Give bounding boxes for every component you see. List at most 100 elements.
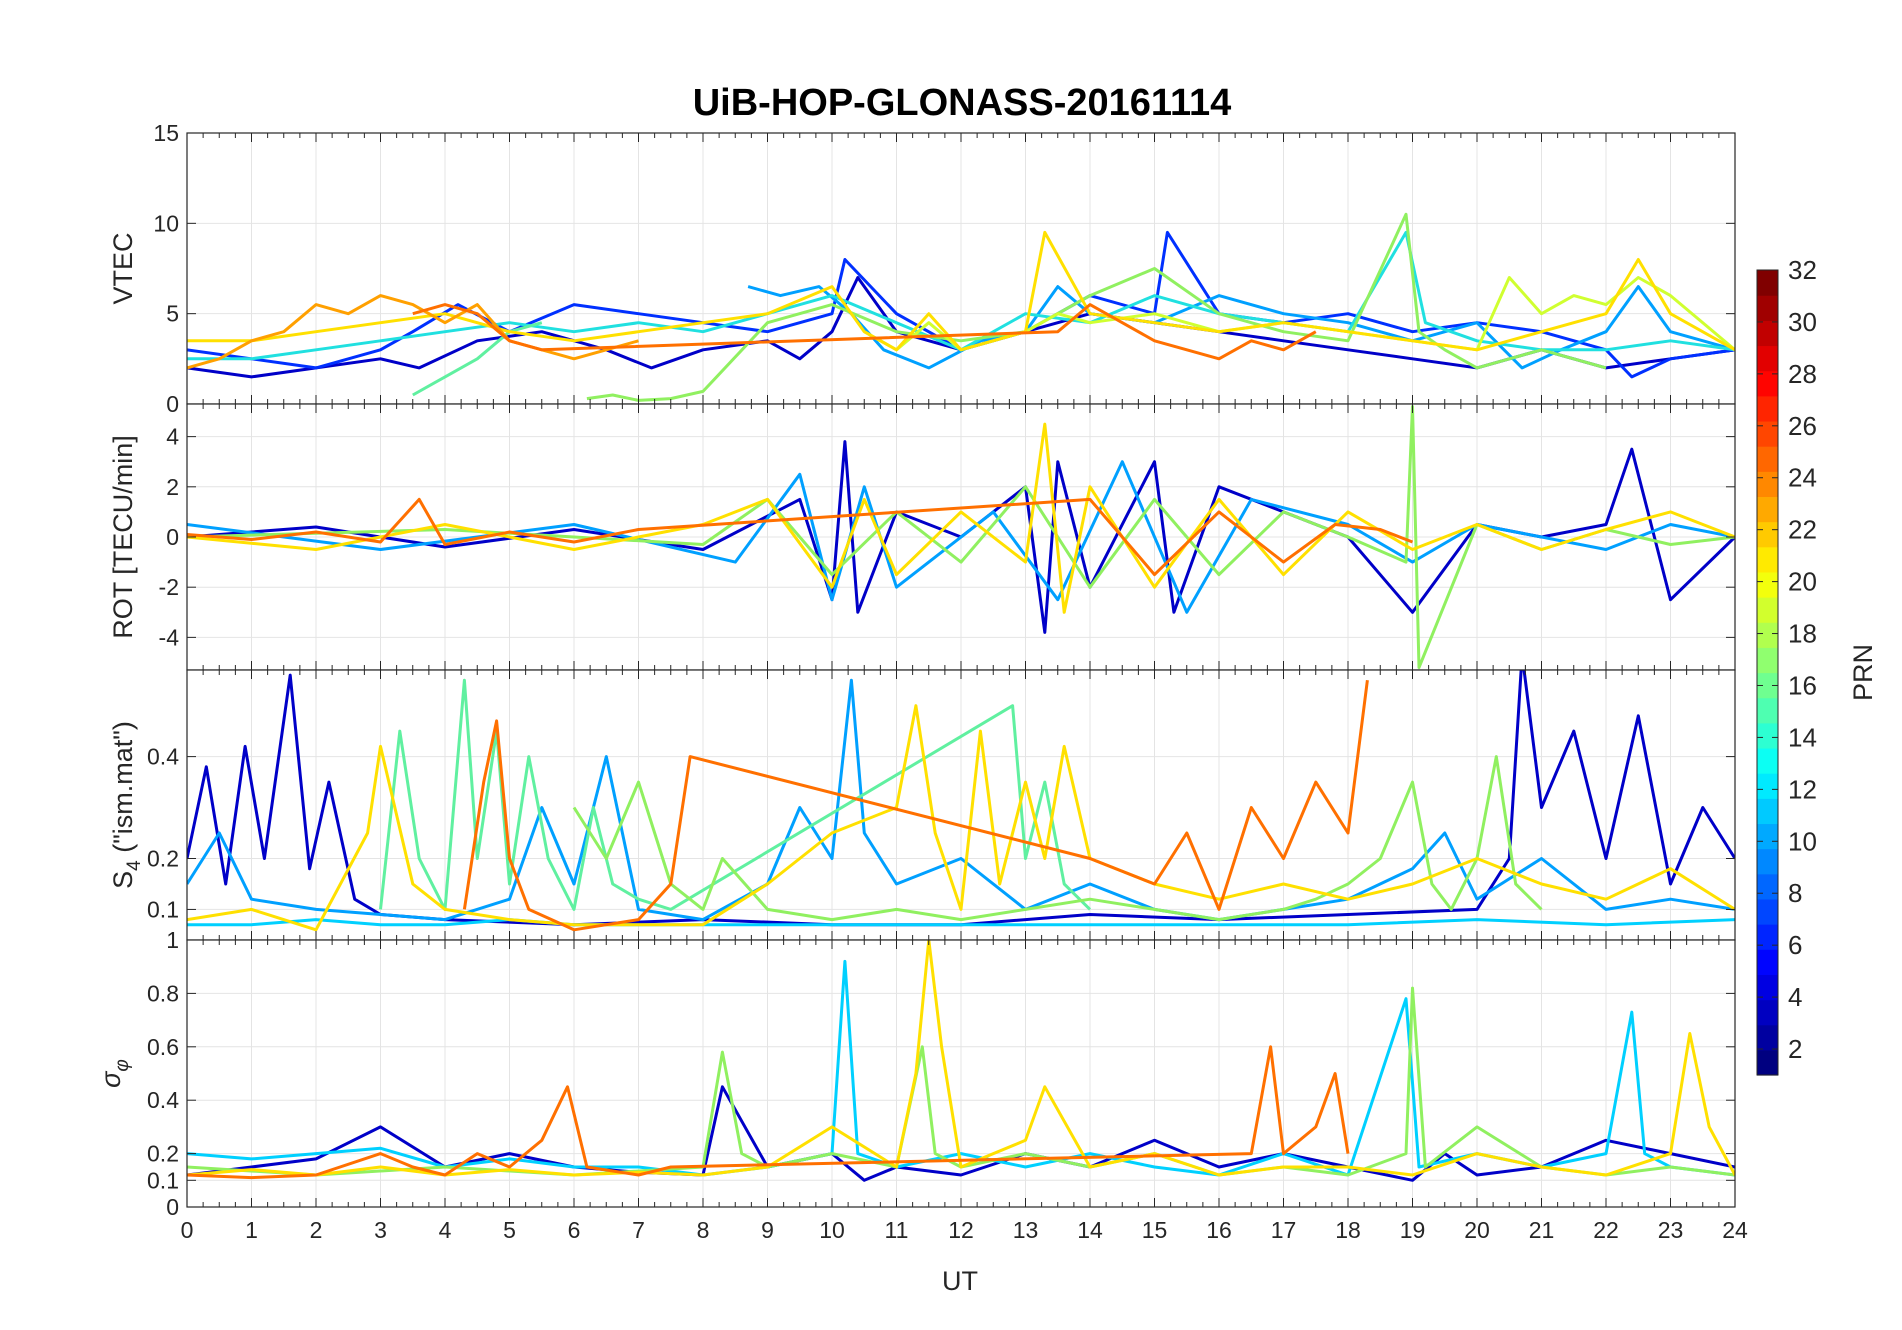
colorbar-tick-label: 30 [1788,307,1817,337]
colorbar-segment [1757,697,1778,724]
x-tick-label: 23 [1658,1217,1684,1243]
colorbar-segment [1757,320,1778,347]
series-line-prn-10 [747,285,1735,370]
x-tick-label: 14 [1077,1217,1103,1243]
x-tick-label: 9 [761,1217,774,1243]
colorbar-segment [1757,873,1778,900]
colorbar-segment [1757,1024,1778,1051]
series-line-prn-21 [187,704,1735,932]
colorbar-segment [1757,571,1778,598]
x-tick-label: 24 [1722,1217,1748,1243]
y-tick-label: 0.2 [147,845,179,871]
series-line-prn-10 [187,678,1735,922]
x-tick-label: 15 [1142,1217,1168,1243]
x-tick-label: 19 [1400,1217,1426,1243]
x-tick-label: 12 [948,1217,974,1243]
y-tick-label: 2 [166,474,179,500]
colorbar-tick-label: 10 [1788,826,1817,856]
colorbar-tick-label: 8 [1788,878,1802,908]
series-line-prn-12 [187,918,1735,927]
colorbar-segment [1757,823,1778,850]
y-tick-label: 0.1 [147,896,179,922]
series-line-prn-13 [187,230,1735,361]
series-line-prn-21 [187,422,1735,614]
x-tick-label: 7 [632,1217,645,1243]
colorbar-segment [1757,345,1778,372]
colorbar-segment [1757,672,1778,699]
colorbar-tick-label: 28 [1788,359,1817,389]
colorbar-segment [1757,898,1778,925]
colorbar-segment [1757,949,1778,975]
colorbar-segment [1757,295,1778,321]
y-tick-label: 0 [166,524,179,550]
series-line-prn-17 [187,986,1735,1177]
colorbar-segment [1757,496,1778,523]
series-line-prn-21 [187,230,1735,352]
colorbar-segment [1757,999,1778,1026]
colorbar-segment [1757,370,1778,397]
x-tick-label: 8 [697,1217,710,1243]
y-tick-label: 0.4 [147,744,179,770]
x-tick-label: 5 [503,1217,516,1243]
colorbar-tick-label: 20 [1788,567,1817,597]
series-line-prn-24 [187,497,1414,577]
colorbar-tick-label: 4 [1788,982,1802,1012]
series-line-prn-17 [572,755,1543,922]
colorbar-tick-label: 32 [1788,255,1817,285]
y-tick-label: -2 [159,574,179,600]
x-tick-label: 3 [374,1217,387,1243]
colorbar-segment [1757,924,1778,950]
series-line-prn-24 [187,1045,1350,1180]
y-tick-label: 0.2 [147,1141,179,1167]
x-tick-label: 22 [1593,1217,1619,1243]
series-line-prn-2 [187,1085,1735,1182]
colorbar-tick-label: 6 [1788,930,1802,960]
colorbar-segment [1757,521,1778,548]
y-tick-label: 0.4 [147,1087,179,1113]
series-line-prn-15 [412,321,543,397]
series-line-prn-21 [187,940,1735,1177]
chart-title: UiB-HOP-GLONASS-20161114 [693,82,1232,124]
series-line-prn-2 [187,276,1735,379]
x-tick-label: 10 [819,1217,845,1243]
panel-1: 0 5 10 15 VTEC [108,120,1736,417]
colorbar-segment [1757,848,1778,875]
y-axis-label: ROT [TECU/min] [108,435,138,639]
y-tick-label: 15 [153,120,179,146]
x-tick-label: 1 [245,1217,258,1243]
colorbar-tick-label: 16 [1788,670,1817,700]
colorbar-segment [1757,798,1778,825]
colorbar-tick-label: 14 [1788,722,1817,752]
y-axis-label: VTEC [108,232,138,304]
colorbar-segment [1757,395,1778,422]
series-line-prn-15 [379,678,1092,911]
y-tick-label: 0.8 [147,980,179,1006]
x-tick-label: 11 [885,1217,909,1243]
colorbar-segment [1757,974,1778,1001]
series-line-prn-24 [462,680,1369,932]
colorbar-segment [1757,446,1778,472]
colorbar-tick-label: 18 [1788,619,1817,649]
y-tick-label: 0.1 [147,1167,179,1193]
panel-3: 0.1 0.2 0.4S4 ("ism.mat") [108,669,1736,941]
colorbar-segment [1757,647,1778,674]
colorbar-segment [1757,747,1778,774]
colorbar-segment [1757,420,1778,447]
colorbar-label: PRN [1848,644,1878,701]
y-tick-label: 0 [166,391,179,417]
x-tick-label: 0 [181,1217,194,1243]
series-group [187,670,1735,932]
x-tick-label: 6 [568,1217,581,1243]
series-line-prn-24 [412,303,1317,361]
x-tick-label: 16 [1206,1217,1232,1243]
series-line-prn-23 [187,294,639,370]
colorbar-segment [1757,270,1778,296]
y-tick-label: -4 [159,624,180,650]
x-axis-label: UT [942,1266,978,1296]
colorbar-segment [1757,471,1778,498]
colorbar-frame [1756,269,1779,1076]
series-group [187,405,1735,669]
colorbar-tick-label: 24 [1788,463,1817,493]
